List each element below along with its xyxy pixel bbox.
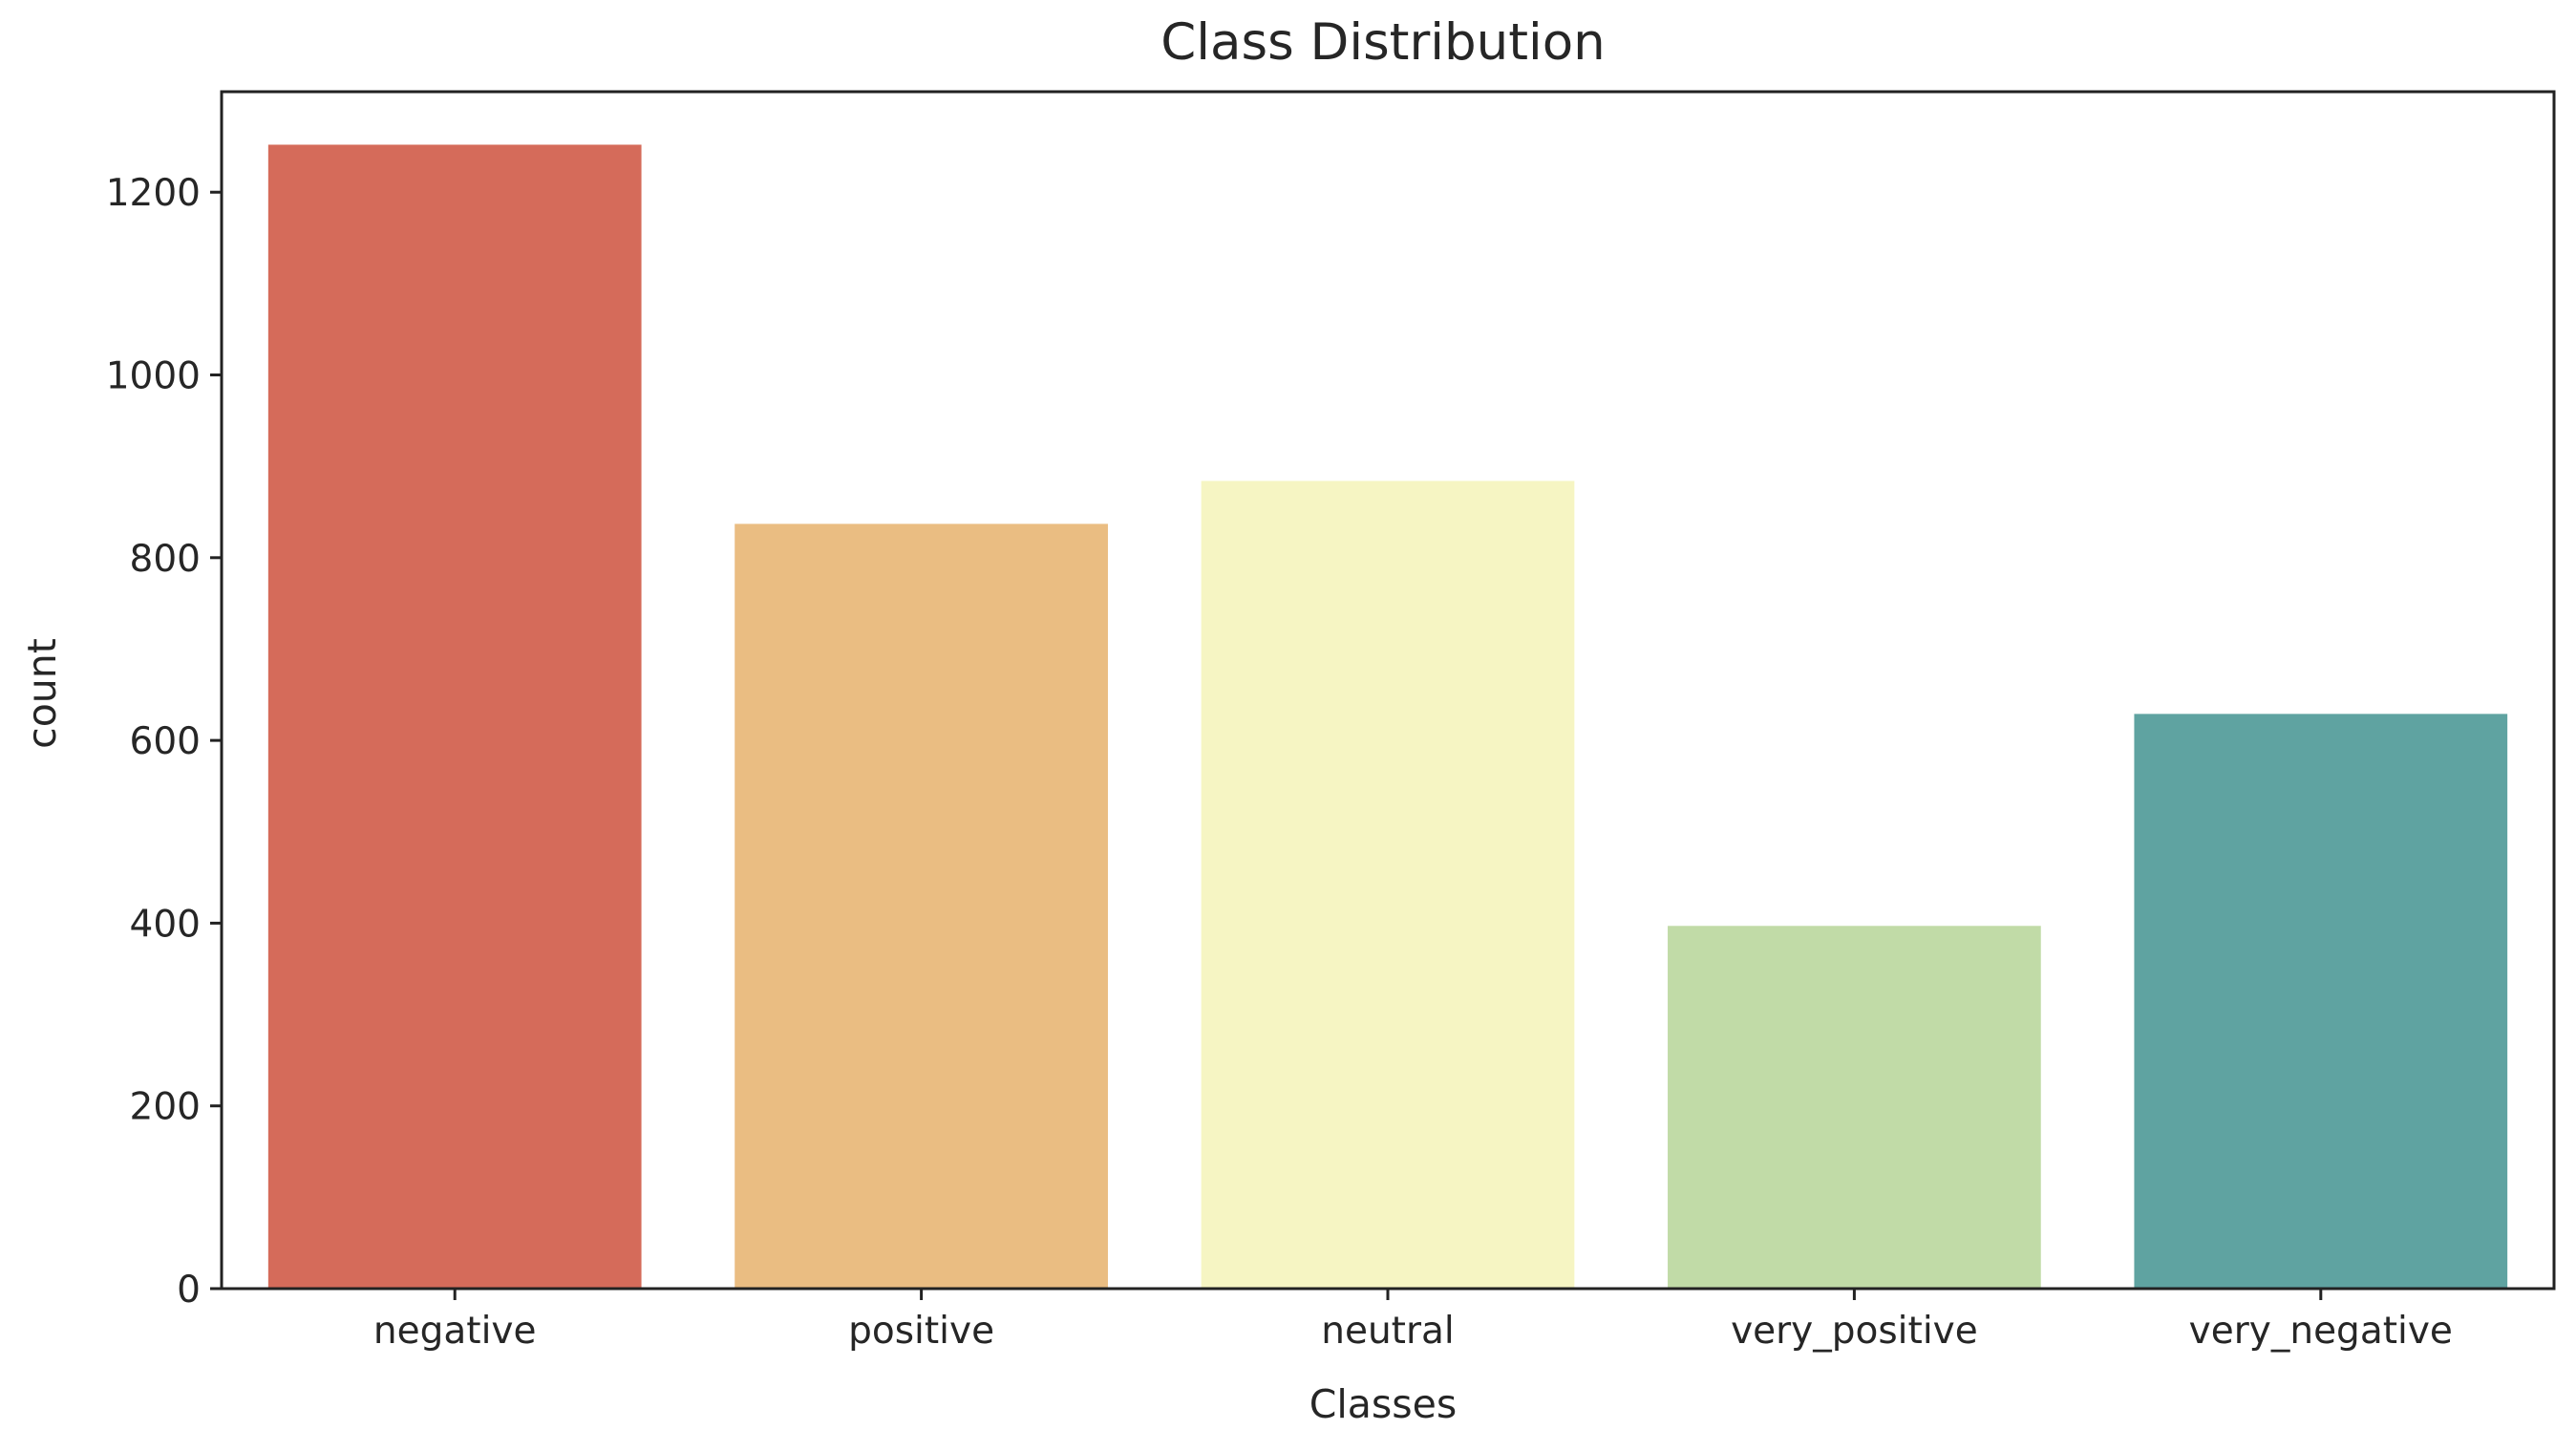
bar-positive (734, 523, 1108, 1289)
x-tick-label: very_negative (2189, 1310, 2453, 1353)
y-axis: 0 200 400 600 800 1000 1200 (106, 172, 222, 1312)
x-axis: negative positive neutral very_positive very… (373, 1289, 2453, 1353)
y-tick-label: 600 (130, 720, 201, 763)
bar-negative (267, 144, 642, 1290)
plot-frame (220, 90, 2556, 1291)
y-tick-label: 0 (177, 1269, 201, 1312)
x-tick-label: neutral (1321, 1310, 1455, 1353)
x-axis-label: Classes (1309, 1381, 1457, 1427)
bars-group (267, 144, 2508, 1290)
bar-very-positive (1668, 926, 2041, 1289)
y-tick-label: 1200 (106, 172, 201, 215)
chart-title: Class Distribution (1160, 13, 1605, 72)
bar-neutral (1201, 480, 1575, 1289)
y-tick-label: 200 (130, 1086, 201, 1129)
x-tick-label: positive (848, 1310, 994, 1353)
x-tick-label: very_positive (1731, 1310, 1978, 1353)
x-tick-label: negative (373, 1310, 537, 1353)
bar-very-negative (2134, 714, 2508, 1289)
y-tick-label: 800 (130, 538, 201, 581)
y-axis-label: count (19, 638, 65, 749)
y-tick-label: 400 (130, 903, 201, 946)
y-tick-label: 1000 (106, 355, 201, 398)
